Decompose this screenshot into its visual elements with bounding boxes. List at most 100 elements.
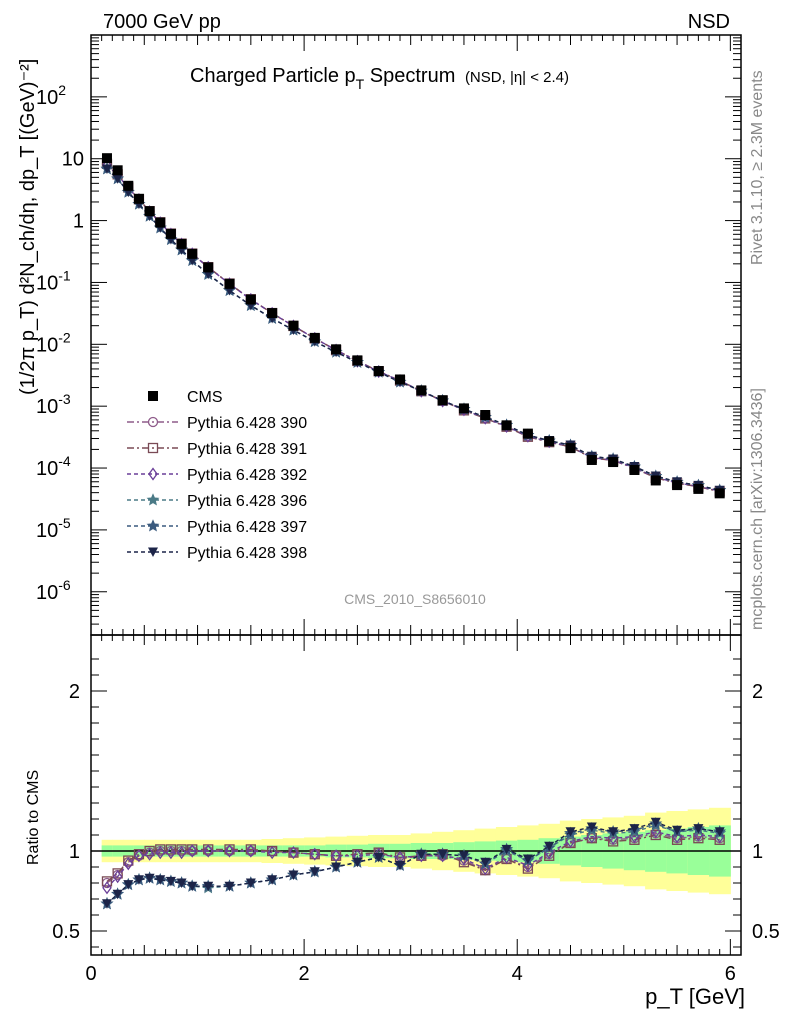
series-point-ratio xyxy=(112,869,123,884)
cms-point xyxy=(373,366,384,377)
series-point-ratio xyxy=(544,841,555,852)
series-point-ratio xyxy=(123,880,134,890)
legend-marker xyxy=(147,416,159,428)
legend-entry-s396: Pythia 6.428 396 xyxy=(127,493,307,510)
y-tick-label: 10 xyxy=(62,149,84,171)
series-point-ratio xyxy=(522,863,534,874)
legend-label: Pythia 6.428 398 xyxy=(187,545,307,562)
series-line-top xyxy=(106,164,720,492)
cms-point xyxy=(224,278,235,289)
series-point-ratio xyxy=(693,824,704,834)
axes-layer: 0 2 4 6 10-6 10-5 10-4 10-3 10-2 10-1 1 10 102 0.5 0.5… xyxy=(36,34,780,985)
legend: CMS Pythia 6.428 390 Pythia 6.428 391 Pythi… xyxy=(127,389,307,562)
title-after: Spectrum xyxy=(364,65,455,87)
series-point-ratio xyxy=(288,870,299,880)
legend-entry-s392: Pythia 6.428 392 xyxy=(127,467,307,484)
cms-point xyxy=(101,153,112,164)
series-point-ratio xyxy=(331,862,342,872)
legend-marker xyxy=(146,493,160,506)
cms-point xyxy=(586,454,597,465)
cms-point xyxy=(176,238,187,249)
y-tick-label: 10-5 xyxy=(36,515,71,542)
bottom-frame xyxy=(90,634,742,956)
series-point-ratio xyxy=(155,844,166,855)
series-point-ratio xyxy=(395,860,406,871)
legend-entry-s398: Pythia 6.428 398 xyxy=(127,545,307,562)
cms-point xyxy=(608,457,619,468)
ratio-tick-label-left: 0.5 xyxy=(52,921,80,943)
x-tick-label: 4 xyxy=(512,963,523,985)
x-axis-label: p_T [GeV] xyxy=(645,984,745,1009)
legend-marker xyxy=(148,547,158,557)
series-point-ratio xyxy=(480,857,491,868)
legend-entry-s397: Pythia 6.428 397 xyxy=(127,519,307,536)
ratio-tick-label-left: 1 xyxy=(69,841,80,863)
series-point-ratio xyxy=(437,849,448,860)
series-line-ratio xyxy=(106,834,720,882)
series-layer xyxy=(100,153,727,910)
series-line-top xyxy=(106,168,720,491)
cms-point xyxy=(309,332,320,343)
series-point-ratio xyxy=(522,854,533,864)
cms-point xyxy=(187,248,198,259)
series-point-ratio xyxy=(123,857,134,871)
series-point-ratio xyxy=(458,851,469,861)
legend-entry-s390: Pythia 6.428 390 xyxy=(127,415,307,432)
analysis-label: CMS_2010_S8656010 xyxy=(344,591,486,607)
series-point-ratio xyxy=(165,876,176,887)
series-point-ratio xyxy=(166,845,176,860)
x-tick-label: 0 xyxy=(85,963,96,985)
series-point-ratio xyxy=(671,834,683,845)
cms-point xyxy=(480,409,491,420)
series-point-ratio xyxy=(203,844,214,858)
series-point-ratio xyxy=(176,845,187,860)
series-point-ratio xyxy=(165,844,177,855)
series-point-ratio xyxy=(133,875,144,885)
series-point-ratio xyxy=(155,845,166,860)
series-point-ratio xyxy=(224,881,235,892)
series-point-top xyxy=(112,174,123,184)
cms-point xyxy=(352,355,363,366)
series-point-ratio xyxy=(416,849,427,860)
header-right: NSD xyxy=(688,11,730,33)
series-point-ratio xyxy=(176,878,187,888)
title-small: (NSD, |η| < 2.4) xyxy=(465,69,569,86)
legend-label: Pythia 6.428 397 xyxy=(187,519,307,536)
y-tick-label: 10-4 xyxy=(36,453,71,480)
ratio-tick-label-left: 2 xyxy=(69,681,80,703)
cms-point xyxy=(267,308,278,319)
legend-label: Pythia 6.428 392 xyxy=(187,467,307,484)
x-tick-label: 6 xyxy=(725,963,736,985)
series-point-ratio xyxy=(352,857,363,868)
series-point-ratio xyxy=(101,899,112,909)
y-tick-label: 10-3 xyxy=(36,391,71,418)
legend-label: Pythia 6.428 396 xyxy=(187,493,307,510)
cms-point xyxy=(155,217,166,228)
series-point-ratio xyxy=(544,850,555,861)
cms-point xyxy=(416,385,427,396)
legend-marker xyxy=(146,519,160,532)
cms-point xyxy=(395,374,406,385)
series-point-ratio xyxy=(102,881,112,895)
series-point-ratio xyxy=(246,844,256,858)
series-point-ratio xyxy=(650,829,661,841)
series-point-ratio xyxy=(144,845,155,857)
series-point-ratio xyxy=(187,881,198,892)
cms-point xyxy=(629,464,640,475)
series-line-ratio xyxy=(106,824,720,905)
series-point-ratio xyxy=(607,836,619,847)
cms-point xyxy=(123,180,134,191)
legend-label: Pythia 6.428 391 xyxy=(187,441,307,458)
series-point-ratio xyxy=(144,847,155,861)
series-point-ratio xyxy=(650,817,661,828)
title-main: Charged Particle p xyxy=(190,65,356,87)
series-point-ratio xyxy=(267,875,278,885)
y-tick-label: 10-6 xyxy=(36,577,71,604)
series-line-ratio xyxy=(106,821,720,905)
cms-point xyxy=(165,228,176,239)
series-point-ratio xyxy=(176,844,187,855)
series-point-ratio xyxy=(714,827,725,837)
series-point-ratio xyxy=(245,878,256,888)
series-point-ratio xyxy=(309,847,320,861)
series-point-top xyxy=(101,164,112,174)
